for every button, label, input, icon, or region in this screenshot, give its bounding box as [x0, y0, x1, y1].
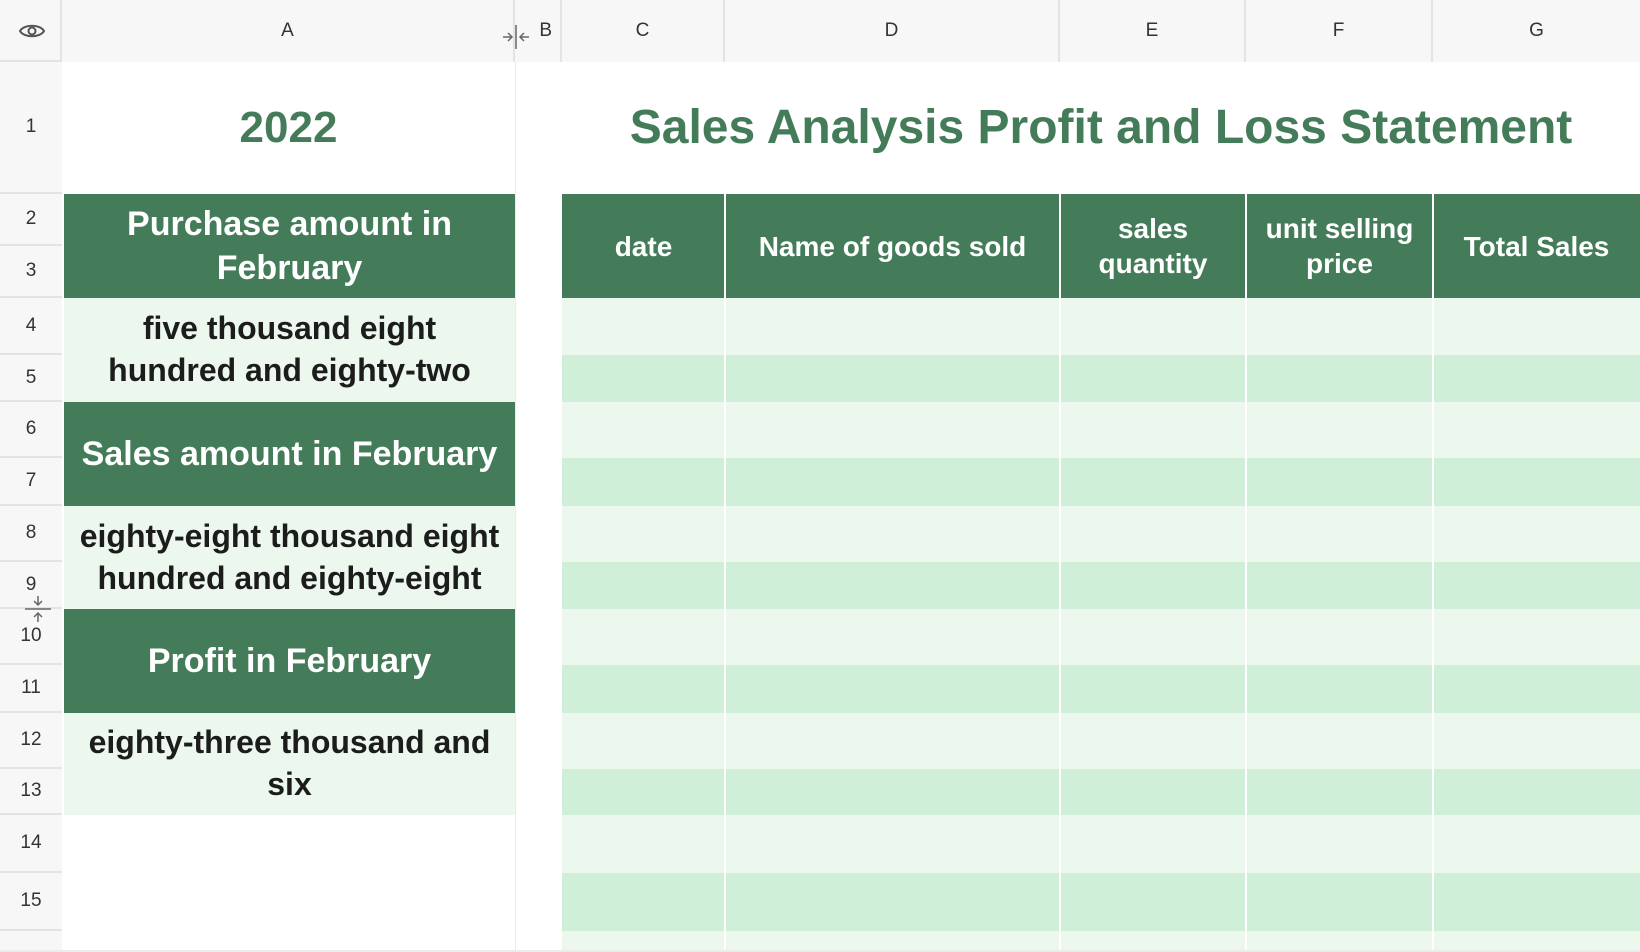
table-row[interactable] — [562, 458, 1640, 506]
column-divider — [724, 194, 726, 952]
row-header-10[interactable]: 10 — [0, 609, 62, 665]
sales-value-cell[interactable]: eighty-eight thousand eight hundred and … — [64, 506, 515, 609]
row-header-filler — [0, 931, 62, 952]
purchase-label-cell[interactable]: Purchase amount in February — [64, 194, 515, 298]
row-header-13[interactable]: 13 — [0, 769, 62, 815]
table-row[interactable] — [562, 609, 1640, 665]
column-header-c[interactable]: C — [562, 0, 725, 62]
table-row[interactable] — [562, 506, 1640, 562]
row-header-15[interactable]: 15 — [0, 873, 62, 931]
table-row[interactable] — [562, 815, 1640, 873]
row-header-5[interactable]: 5 — [0, 355, 62, 402]
column-divider — [1432, 194, 1434, 952]
bottom-border — [0, 950, 1640, 952]
column-header-d[interactable]: D — [725, 0, 1060, 62]
table-row[interactable] — [562, 665, 1640, 713]
column-header-e[interactable]: E — [1060, 0, 1246, 62]
row-header-11[interactable]: 11 — [0, 665, 62, 713]
column-header-f[interactable]: F — [1246, 0, 1433, 62]
row-header-8[interactable]: 8 — [0, 506, 62, 562]
table-row[interactable] — [562, 713, 1640, 769]
header-unit-price[interactable]: unit selling price — [1246, 194, 1433, 298]
row-header-2[interactable]: 2 — [0, 194, 62, 246]
table-row[interactable] — [562, 873, 1640, 931]
eye-icon[interactable] — [18, 20, 46, 42]
table-row[interactable] — [562, 355, 1640, 402]
sheet-title[interactable]: Sales Analysis Profit and Loss Statement — [629, 100, 1573, 154]
table-row[interactable] — [562, 931, 1640, 952]
header-sales-quantity[interactable]: sales quantity — [1060, 194, 1246, 298]
sales-label-cell[interactable]: Sales amount in February — [64, 402, 515, 506]
purchase-value-cell[interactable]: five thousand eight hundred and eighty-t… — [64, 298, 515, 402]
grid-line — [515, 62, 516, 952]
row-header-4[interactable]: 4 — [0, 298, 62, 355]
table-row[interactable] — [562, 402, 1640, 458]
column-resize-icon[interactable] — [501, 24, 531, 50]
year-title[interactable]: 2022 — [239, 103, 338, 153]
column-header-b-label: B — [539, 20, 552, 41]
table-row[interactable] — [562, 562, 1640, 609]
row-header-7[interactable]: 7 — [0, 458, 62, 506]
row-header-1[interactable]: 1 — [0, 62, 62, 194]
row-resize-icon[interactable] — [24, 594, 52, 624]
row-header-3[interactable]: 3 — [0, 246, 62, 298]
header-goods-name[interactable]: Name of goods sold — [725, 194, 1060, 298]
header-total-sales[interactable]: Total Sales — [1433, 194, 1640, 298]
profit-value-cell[interactable]: eighty-three thousand and six — [64, 713, 515, 815]
profit-label-cell[interactable]: Profit in February — [64, 609, 515, 713]
column-divider — [1245, 194, 1247, 952]
column-divider — [1059, 194, 1061, 952]
column-header-a[interactable]: A — [62, 0, 515, 62]
row-header-14[interactable]: 14 — [0, 815, 62, 873]
header-date[interactable]: date — [562, 194, 725, 298]
column-header-b[interactable]: B — [515, 0, 562, 62]
column-header-g[interactable]: G — [1433, 0, 1640, 62]
corner-header[interactable] — [0, 0, 62, 62]
row-header-6[interactable]: 6 — [0, 402, 62, 458]
row-header-9[interactable]: 9 — [0, 562, 62, 609]
table-row[interactable] — [562, 298, 1640, 355]
table-row[interactable] — [562, 769, 1640, 815]
row-header-12[interactable]: 12 — [0, 713, 62, 769]
